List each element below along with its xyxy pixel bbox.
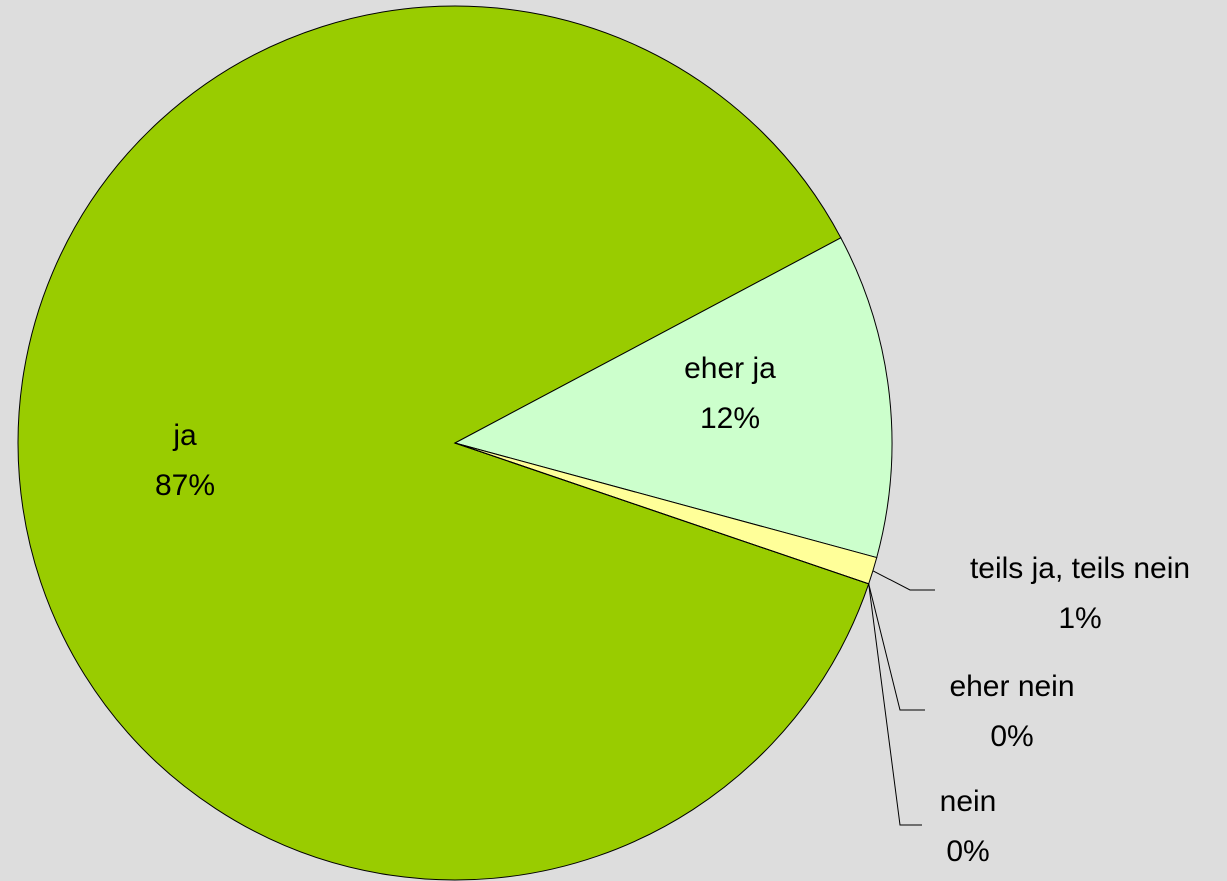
slice-value-label: 0% xyxy=(946,835,989,868)
slice-value-label: 87% xyxy=(155,469,215,502)
slice-label: eher ja xyxy=(684,352,776,385)
leader-line xyxy=(868,583,922,826)
slice-label: teils ja, teils nein xyxy=(970,552,1190,585)
pie-slice xyxy=(453,237,893,559)
leader-line xyxy=(872,570,935,591)
leader-line xyxy=(868,583,925,711)
slice-value-label: 0% xyxy=(990,720,1033,753)
slice-value-label: 1% xyxy=(1058,602,1101,635)
pie-slice xyxy=(17,5,870,881)
slice-label: nein xyxy=(940,785,997,818)
slice-label: eher nein xyxy=(949,670,1074,703)
slice-value-label: 12% xyxy=(700,402,760,435)
slice-label: ja xyxy=(172,419,197,452)
